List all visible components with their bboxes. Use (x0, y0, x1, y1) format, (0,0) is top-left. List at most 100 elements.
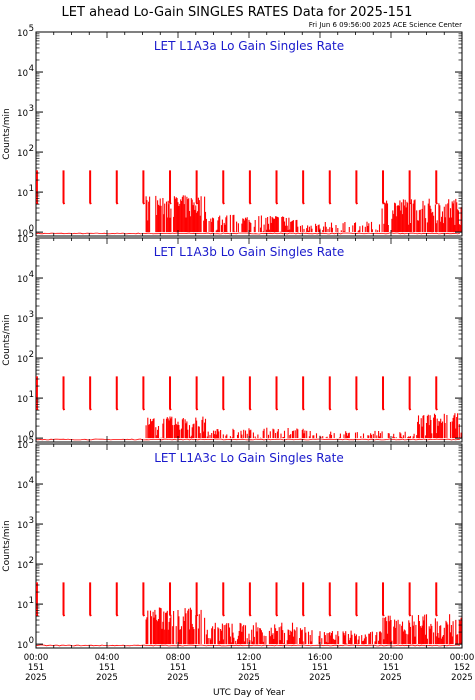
calibration-spike-7 (195, 376, 199, 411)
panel-title: LET L1A3c Lo Gain Singles Rate (154, 451, 344, 465)
activity-window-3 (305, 221, 381, 233)
svg-text:151: 151 (241, 663, 257, 673)
svg-text:151: 151 (99, 663, 115, 673)
calibration-spike-7 (195, 170, 199, 205)
y-tick-exponent: 3 (29, 310, 34, 320)
y-tick-label: 10 (17, 149, 28, 159)
calibration-spike-11 (302, 582, 305, 617)
activity-window-2 (206, 427, 306, 439)
calibration-spike-3 (89, 170, 92, 205)
calibration-spike-12 (328, 376, 332, 411)
calibration-spike-15 (408, 376, 412, 411)
y-tick-label: 10 (17, 441, 28, 451)
y-tick-exponent: 5 (29, 24, 34, 34)
y-tick-exponent: 1 (29, 390, 34, 400)
y-axis-label: Counts/min (2, 314, 12, 365)
svg-text:2025: 2025 (96, 673, 118, 683)
calibration-spike-9 (248, 170, 252, 205)
svg-text:152: 152 (454, 663, 470, 673)
calibration-spike-6 (169, 582, 172, 617)
y-tick-label: 10 (17, 189, 28, 199)
calibration-spike-10 (275, 376, 279, 411)
y-tick-exponent: 0 (29, 430, 34, 440)
calibration-spike-15 (408, 582, 412, 617)
data-series (36, 376, 462, 441)
y-tick-exponent: 1 (29, 596, 34, 606)
svg-text:12:00: 12:00 (237, 653, 262, 663)
y-tick-label: 10 (17, 275, 28, 285)
data-series (36, 170, 462, 235)
y-tick-label: 10 (17, 229, 28, 239)
data-series (36, 582, 462, 647)
svg-text:00:00: 00:00 (450, 653, 475, 663)
activity-window-1 (145, 607, 206, 645)
timestamp: Fri Jun 6 09:56:00 2025 ACE Science Cent… (309, 21, 462, 29)
calibration-spike-1 (36, 170, 39, 205)
svg-text:151: 151 (28, 663, 44, 673)
y-tick-label: 10 (17, 235, 28, 245)
y-tick-label: 10 (17, 69, 28, 79)
baseline-trace (36, 232, 461, 235)
calibration-spike-14 (382, 376, 385, 411)
calibration-spike-10 (275, 170, 279, 205)
activity-window-4 (382, 614, 462, 645)
svg-text:2025: 2025 (309, 673, 331, 683)
calibration-spike-11 (302, 170, 305, 205)
y-tick-exponent: 4 (29, 476, 34, 486)
y-tick-label: 10 (17, 355, 28, 365)
y-axis-label: Counts/min (2, 520, 12, 571)
calibration-spike-12 (328, 170, 332, 205)
calibration-spike-8 (222, 376, 225, 411)
calibration-spike-5 (142, 376, 146, 411)
calibration-spike-9 (248, 376, 252, 411)
svg-text:08:00: 08:00 (166, 653, 191, 663)
svg-text:2025: 2025 (238, 673, 260, 683)
calibration-spike-7 (195, 582, 199, 617)
y-tick-exponent: 4 (29, 64, 34, 74)
calibration-spike-4 (115, 582, 119, 617)
y-tick-exponent: 1 (29, 184, 34, 194)
svg-text:151: 151 (170, 663, 186, 673)
svg-text:2025: 2025 (25, 673, 47, 683)
calibration-spike-8 (222, 170, 225, 205)
calibration-spike-10 (275, 582, 279, 617)
calibration-spike-4 (115, 376, 119, 411)
activity-window-3 (305, 630, 382, 645)
activity-window-4 (417, 413, 462, 439)
calibration-spike-11 (302, 376, 305, 411)
panel-title: LET L1A3b Lo Gain Singles Rate (154, 245, 345, 259)
activity-window-2 (205, 214, 305, 233)
baseline-trace (36, 644, 460, 647)
calibration-spike-13 (355, 170, 359, 205)
y-tick-exponent: 2 (29, 350, 34, 360)
y-tick-label: 10 (17, 521, 28, 531)
y-tick-exponent: 2 (29, 144, 34, 154)
calibration-spike-1 (36, 582, 39, 617)
calibration-spike-5 (142, 582, 146, 617)
calibration-spike-8 (222, 582, 225, 617)
y-tick-label: 10 (17, 481, 28, 491)
calibration-spike-15 (408, 170, 412, 205)
svg-text:2025: 2025 (167, 673, 189, 683)
calibration-spike-1 (36, 376, 39, 411)
plot-frame (35, 443, 463, 649)
svg-text:20:00: 20:00 (379, 653, 404, 663)
y-tick-exponent: 0 (29, 224, 34, 234)
svg-text:04:00: 04:00 (95, 653, 120, 663)
activity-window-2 (205, 622, 306, 645)
y-tick-exponent: 0 (29, 636, 34, 646)
y-tick-exponent: 2 (29, 556, 34, 566)
y-axis-label: Counts/min (2, 108, 12, 159)
calibration-spike-6 (169, 170, 172, 205)
y-tick-label: 10 (17, 601, 28, 611)
calibration-spike-16 (435, 376, 438, 411)
y-tick-exponent: 3 (29, 516, 34, 526)
panel-title: LET L1A3a Lo Gain Singles Rate (154, 39, 344, 53)
